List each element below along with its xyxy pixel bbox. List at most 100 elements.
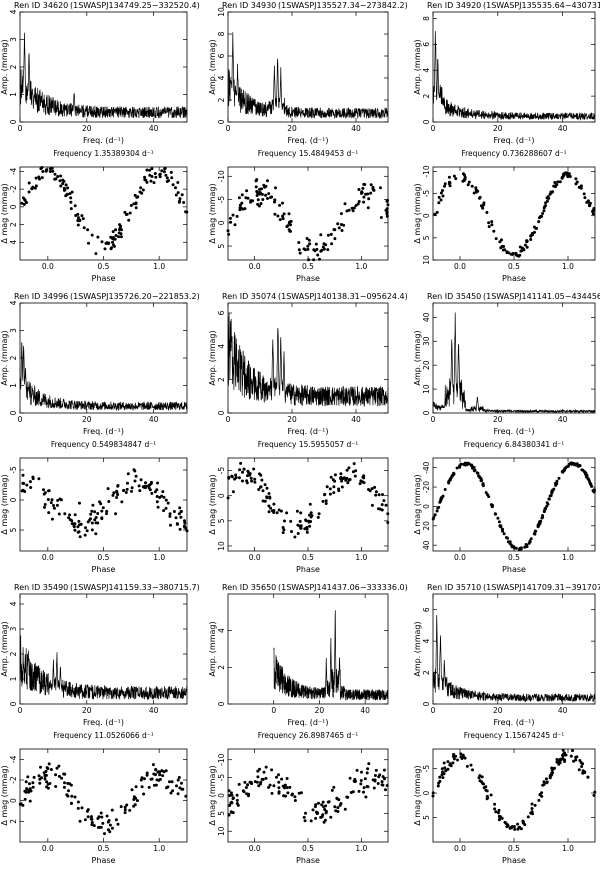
phase-point: [94, 252, 98, 256]
phase-point: [50, 166, 54, 170]
phase-point: [234, 473, 238, 477]
y-tick-label: 2: [217, 665, 226, 670]
phase-point: [32, 775, 36, 779]
phase-point: [148, 168, 151, 172]
phase-point: [272, 502, 276, 506]
x-tick-label: 40: [558, 124, 568, 133]
phase-point: [574, 758, 578, 762]
phase-point: [244, 786, 248, 789]
phase-point: [155, 500, 159, 504]
phase-point: [320, 803, 324, 807]
phase-point: [174, 516, 178, 520]
phase-point: [309, 819, 313, 823]
y-tick-label: 0: [9, 798, 18, 803]
phase-axis-label: Phase: [296, 565, 320, 574]
phase-point: [566, 175, 570, 179]
phase-point: [63, 512, 67, 516]
periodogram-line: [273, 610, 389, 701]
phase-point: [115, 489, 119, 493]
y-tick-label: 4: [422, 639, 431, 644]
phase-point: [106, 487, 110, 491]
phase-point: [525, 245, 529, 249]
phase-point: [345, 209, 349, 213]
phase-point: [145, 771, 149, 775]
frequency-label: Frequency 6.84380341 d⁻¹: [464, 440, 565, 449]
phase-point: [257, 488, 261, 491]
phase-point: [282, 528, 286, 532]
phase-point: [384, 503, 388, 507]
phase-point: [357, 188, 361, 191]
phase-point: [499, 524, 503, 528]
phase-point: [477, 776, 481, 780]
phase-point: [274, 186, 277, 190]
phase-point: [509, 826, 513, 829]
phase-point: [179, 515, 183, 519]
phase-point: [339, 472, 343, 476]
phase-point: [497, 520, 501, 524]
phase-point: [542, 783, 546, 786]
phase-point: [541, 212, 545, 215]
phase-point: [493, 807, 497, 811]
phase-point: [39, 765, 42, 769]
phase-point: [126, 472, 130, 476]
phase-point: [93, 518, 97, 522]
phase-point: [263, 499, 267, 503]
phase-point: [63, 781, 66, 785]
phase-point: [369, 183, 373, 187]
panel-wasp-id: (1SWASPJ135527.34−273842.2): [278, 1, 408, 10]
phase-point: [90, 233, 94, 237]
phase-point: [78, 535, 82, 539]
phase-point: [69, 196, 73, 200]
phase-point: [472, 466, 476, 469]
phase-point: [64, 183, 68, 187]
phase-point: [463, 463, 467, 467]
phase-point: [148, 488, 152, 492]
y-tick-label: -5: [217, 774, 226, 782]
phase-point: [378, 773, 382, 777]
phase-point: [325, 485, 329, 489]
phase-point: [166, 785, 170, 789]
phase-point: [550, 771, 554, 775]
phase-point: [362, 481, 366, 485]
phase-point: [33, 186, 37, 190]
phase-point: [440, 767, 444, 771]
phase-point: [494, 237, 498, 241]
x-tick-label: 0: [226, 124, 231, 133]
phase-point: [108, 830, 112, 834]
phase-point: [99, 811, 103, 815]
phase-point: [264, 776, 268, 780]
phase-point: [169, 791, 173, 795]
phase-point: [367, 762, 371, 766]
phase-point: [373, 779, 377, 783]
y-tick-label: 40: [422, 312, 431, 322]
phase-point: [43, 777, 47, 781]
amp-axis-label: Amp. (mmag): [413, 621, 422, 676]
phase-point: [90, 821, 94, 824]
phase-point: [447, 175, 451, 179]
phase-point: [482, 786, 486, 790]
phase-point: [531, 812, 534, 816]
x-tick-label: 20: [82, 124, 92, 133]
phase-point: [236, 803, 240, 807]
phase-point: [555, 758, 559, 761]
phase-point: [47, 762, 51, 766]
x-tick-label: 20: [82, 706, 92, 715]
phase-point: [258, 767, 261, 771]
phase-point: [585, 200, 589, 204]
phase-point: [439, 499, 442, 503]
phase-frame: [19, 166, 188, 261]
y-tick-label: -10: [217, 170, 226, 182]
y-tick-label: 0: [422, 790, 431, 795]
phase-point: [94, 532, 98, 536]
phase-point: [124, 491, 128, 494]
phase-point: [497, 818, 501, 822]
phase-point: [269, 506, 273, 510]
phase-point: [87, 241, 90, 245]
x-tick-label: 0.0: [42, 553, 54, 562]
phase-point: [281, 201, 284, 205]
phase-point: [591, 489, 595, 493]
phase-point: [343, 202, 347, 206]
phase-point: [456, 758, 459, 762]
phase-point: [476, 471, 480, 475]
phase-point: [68, 518, 72, 522]
